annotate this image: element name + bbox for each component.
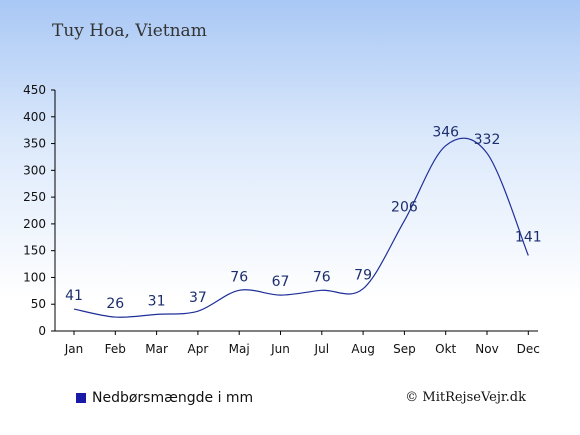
data-label: 346 [432, 125, 459, 141]
y-tick-label: 450 [23, 83, 46, 97]
legend-swatch [76, 393, 86, 403]
x-tick-label: Feb [105, 342, 126, 356]
data-label: 76 [313, 269, 331, 285]
x-tick-label: Aug [351, 342, 374, 356]
x-tick-label: Maj [229, 342, 250, 356]
copyright-credit: © MitRejseVejr.dk [405, 390, 526, 405]
y-tick-label: 150 [23, 244, 46, 258]
data-label: 26 [106, 296, 124, 312]
x-tick-label: Okt [435, 342, 456, 356]
precipitation-line [73, 137, 529, 318]
y-tick-label: 350 [23, 137, 46, 151]
legend-label: Nedbørsmængde i mm [92, 390, 254, 406]
x-tick-label: Sep [393, 342, 416, 356]
data-label: 31 [148, 293, 166, 309]
x-tick-label: Dec [517, 342, 540, 356]
data-label: 67 [272, 274, 290, 290]
x-tick-label: Jan [64, 342, 84, 356]
y-tick-label: 200 [23, 217, 46, 231]
y-tick-label: 100 [23, 270, 46, 284]
y-tick-label: 0 [38, 324, 46, 338]
x-tick-label: Jun [270, 342, 290, 356]
data-label: 332 [474, 132, 501, 148]
x-tick-label: Jul [314, 342, 329, 356]
y-tick-label: 300 [23, 163, 46, 177]
data-label: 79 [354, 268, 372, 284]
data-label: 41 [65, 288, 83, 304]
x-tick-label: Mar [145, 342, 168, 356]
y-tick-label: 50 [31, 297, 46, 311]
chart-title: Tuy Hoa, Vietnam [52, 21, 207, 41]
legend: Nedbørsmængde i mm [76, 390, 253, 406]
x-tick-label: Nov [475, 342, 498, 356]
data-label: 141 [515, 229, 542, 245]
data-label: 206 [391, 200, 418, 216]
y-tick-label: 250 [23, 190, 46, 204]
y-tick-label: 400 [23, 110, 46, 124]
x-tick-label: Apr [188, 342, 209, 356]
data-label: 37 [189, 290, 207, 306]
data-label: 76 [230, 269, 248, 285]
